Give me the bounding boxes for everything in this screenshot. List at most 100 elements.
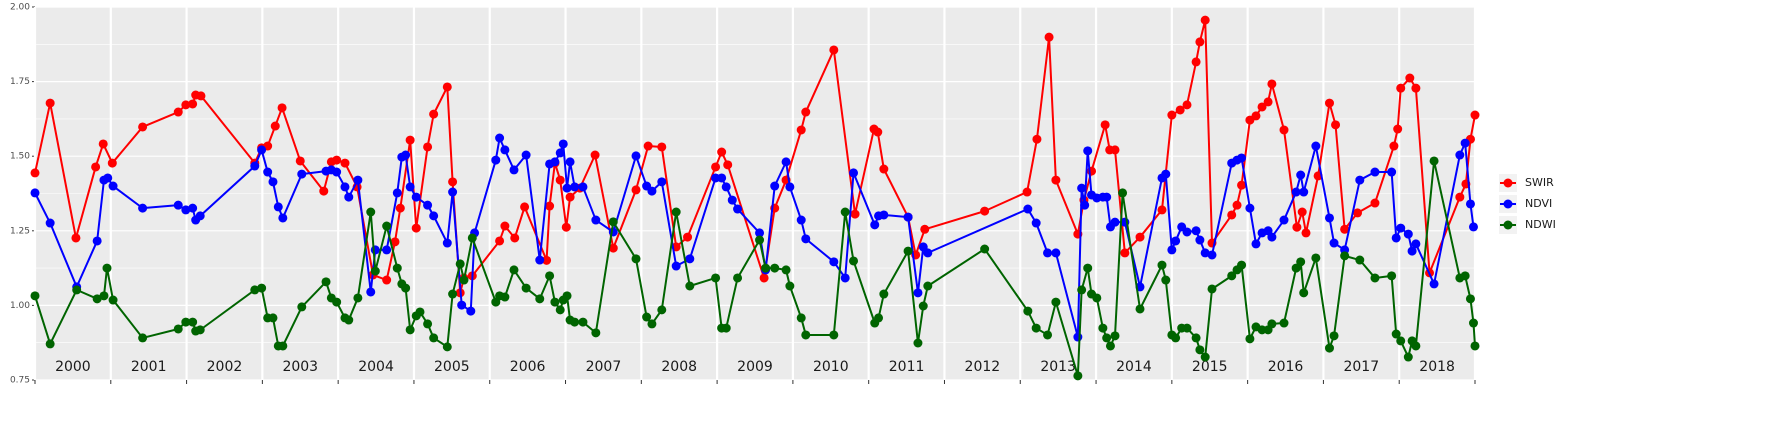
data-point	[188, 99, 198, 109]
data-point	[1175, 105, 1185, 115]
data-point	[770, 263, 780, 273]
data-point	[727, 195, 737, 205]
data-point	[1120, 248, 1130, 258]
data-point	[657, 177, 667, 187]
data-point	[647, 319, 657, 329]
y-tick-label: 1.25	[10, 226, 30, 236]
data-point	[870, 220, 880, 230]
data-point	[1110, 331, 1120, 341]
data-point	[1411, 341, 1421, 351]
data-point	[45, 98, 55, 108]
data-point	[1465, 199, 1475, 209]
data-point	[903, 212, 913, 222]
legend-dot	[1503, 178, 1513, 188]
data-point	[1329, 331, 1339, 341]
data-point	[631, 254, 641, 264]
data-point	[500, 221, 510, 231]
data-point	[550, 157, 560, 167]
data-point	[1200, 248, 1210, 258]
data-point	[1080, 200, 1090, 210]
data-point	[1023, 306, 1033, 316]
data-point	[1237, 260, 1247, 270]
data-point	[1407, 246, 1417, 256]
data-point	[30, 188, 40, 198]
data-point	[332, 167, 342, 177]
data-point	[1465, 294, 1475, 304]
data-point	[181, 205, 191, 215]
data-point	[920, 224, 930, 234]
data-point	[344, 315, 354, 325]
data-point	[801, 107, 811, 117]
data-point	[401, 150, 411, 160]
data-point	[840, 207, 850, 217]
data-point	[1468, 318, 1478, 328]
data-point	[195, 211, 205, 221]
data-point	[733, 204, 743, 214]
data-point	[1207, 284, 1217, 294]
data-point	[405, 325, 415, 335]
data-point	[509, 265, 519, 275]
data-point	[1207, 250, 1217, 260]
data-point	[1098, 323, 1108, 333]
data-point	[448, 177, 458, 187]
data-point	[390, 237, 400, 247]
data-point	[1279, 215, 1289, 225]
data-point	[278, 213, 288, 223]
data-point	[562, 183, 572, 193]
data-point	[1135, 304, 1145, 314]
data-point	[107, 158, 117, 168]
data-point	[1051, 248, 1061, 258]
data-point	[1251, 111, 1261, 121]
data-point	[1353, 208, 1363, 218]
data-point	[1340, 224, 1350, 234]
data-point	[195, 325, 205, 335]
data-point	[711, 273, 721, 283]
data-point	[392, 263, 402, 273]
data-point	[1200, 352, 1210, 362]
year-label: 2006	[510, 359, 546, 375]
data-point	[30, 168, 40, 178]
data-point	[558, 139, 568, 149]
year-label: 2013	[1040, 359, 1076, 375]
data-point	[455, 259, 465, 269]
data-point	[1387, 271, 1397, 281]
data-point	[1092, 293, 1102, 303]
data-point	[542, 255, 552, 265]
data-point	[1157, 260, 1167, 270]
data-point	[643, 141, 653, 151]
data-point	[91, 162, 101, 172]
data-point	[382, 245, 392, 255]
data-point	[1251, 239, 1261, 249]
data-point	[717, 147, 727, 157]
data-point	[332, 155, 342, 165]
data-point	[1267, 232, 1277, 242]
data-point	[1299, 187, 1309, 197]
data-point	[1227, 210, 1237, 220]
data-point	[1051, 175, 1061, 185]
data-point	[370, 245, 380, 255]
data-point	[1299, 288, 1309, 298]
data-point	[295, 156, 305, 166]
data-point	[721, 323, 731, 333]
data-point	[545, 271, 555, 281]
data-point	[1370, 198, 1380, 208]
data-point	[1391, 233, 1401, 243]
data-point	[405, 182, 415, 192]
data-point	[1083, 146, 1093, 156]
data-point	[1105, 341, 1115, 351]
data-point	[631, 151, 641, 161]
data-point	[829, 257, 839, 267]
data-point	[1460, 271, 1470, 281]
data-point	[1329, 238, 1339, 248]
data-point	[250, 285, 260, 295]
data-point	[1311, 253, 1321, 263]
data-point	[1171, 236, 1181, 246]
year-label: 2015	[1192, 359, 1228, 375]
data-point	[671, 261, 681, 271]
data-point	[849, 256, 859, 266]
data-point	[173, 107, 183, 117]
data-point	[1167, 245, 1177, 255]
data-point	[344, 192, 354, 202]
data-point	[297, 302, 307, 312]
